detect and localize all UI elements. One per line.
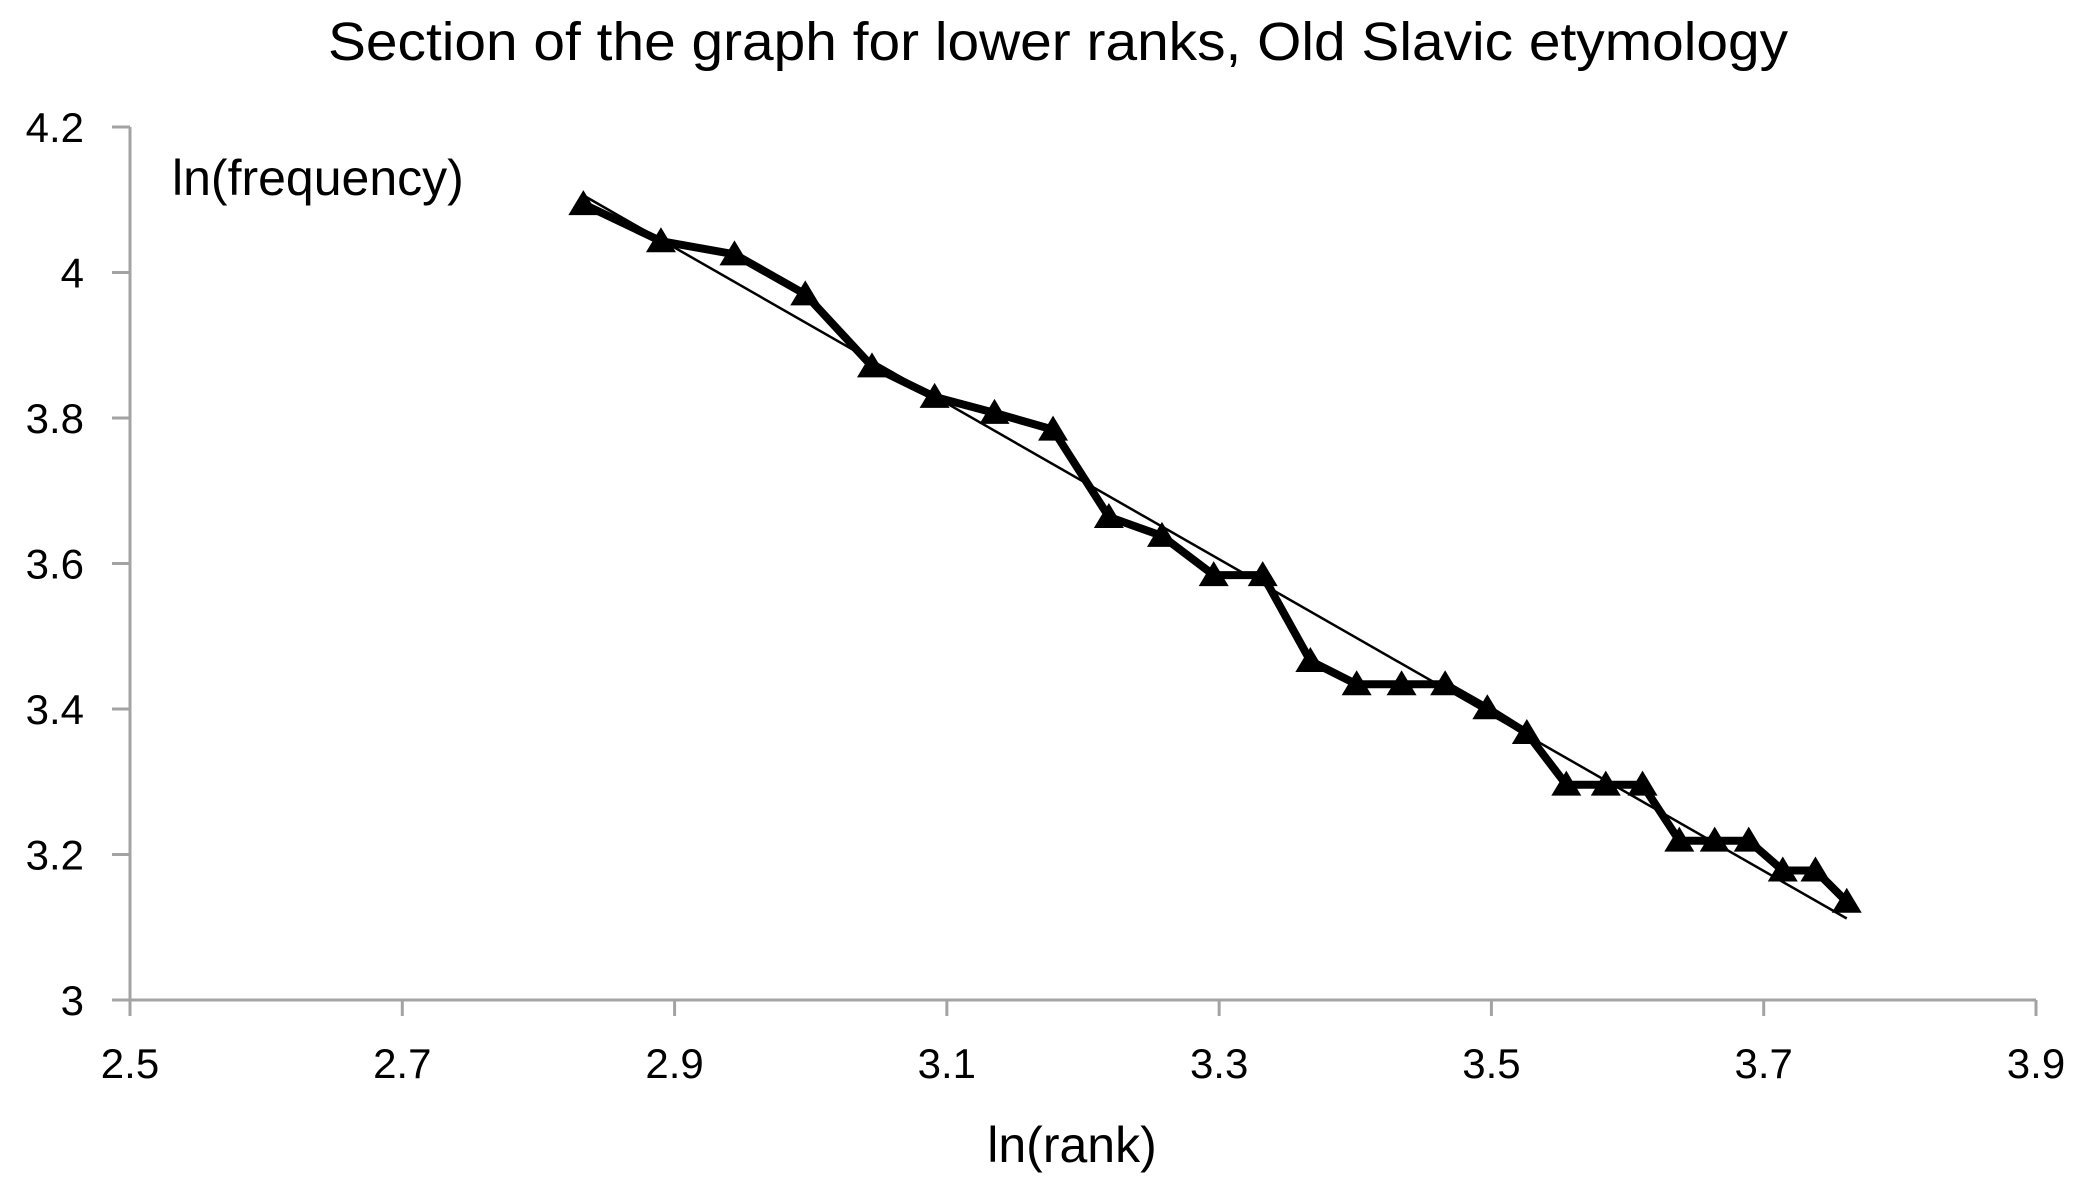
data-point-marker [1511,719,1542,745]
data-point-marker [1038,415,1069,441]
x-tick-label: 2.7 [373,1040,431,1087]
data-point-marker [1767,856,1798,882]
data-point-marker [1800,856,1831,882]
y-tick-label: 3 [61,977,84,1024]
x-axis-label: ln(rank) [987,1117,1156,1173]
data-point-marker [1146,521,1177,547]
x-axis-tick-labels: 2.5 2.7 2.9 3.1 3.3 3.5 3.7 3.9 [101,1040,2065,1087]
x-axis-ticks [128,1000,2038,1016]
data-point-marker [979,398,1010,424]
x-tick-label: 3.1 [918,1040,976,1087]
data-point-marker [1472,694,1503,720]
data-point-marker [1627,770,1658,796]
data-point-marker [1093,502,1124,528]
data-point-marker [719,240,750,266]
y-axis-ticks [112,125,130,1002]
y-tick-label: 4 [61,250,84,297]
y-tick-label: 3.4 [26,686,84,733]
data-point-marker [1733,826,1764,852]
linear-trendline [582,194,1848,920]
data-point-marker [1551,770,1582,796]
data-point-marker [568,190,599,216]
data-point-marker [1295,646,1326,672]
y-tick-label: 3.6 [26,541,84,588]
series-markers [568,190,1862,913]
series-line [579,200,1851,906]
data-point-marker [645,227,676,253]
x-tick-label: 3.9 [2007,1040,2065,1087]
data-point-marker [1831,887,1862,913]
x-tick-label: 3.7 [1735,1040,1793,1087]
y-tick-label: 4.2 [26,104,84,151]
data-point-marker [1430,670,1461,696]
x-tick-label: 2.5 [101,1040,159,1087]
x-tick-label: 2.9 [645,1040,703,1087]
y-axis-label: ln(frequency) [172,150,464,206]
x-tick-label: 3.5 [1462,1040,1520,1087]
data-point-marker [1341,670,1372,696]
data-point-marker [790,280,821,306]
chart-title: Section of the graph for lower ranks, Ol… [328,12,1788,72]
data-point-marker [919,382,950,408]
y-tick-label: 3.8 [26,395,84,442]
data-point-marker [1590,770,1621,796]
y-tick-label: 3.2 [26,832,84,879]
data-point-marker [1198,561,1229,587]
data-point-marker [856,352,887,378]
data-point-marker [1664,826,1695,852]
y-axis-tick-labels: 4.2 4 3.8 3.6 3.4 3.2 3 [26,104,84,1024]
data-point-marker [1699,826,1730,852]
data-point-marker [1247,561,1278,587]
data-point-marker [1386,670,1417,696]
x-tick-label: 3.3 [1190,1040,1248,1087]
